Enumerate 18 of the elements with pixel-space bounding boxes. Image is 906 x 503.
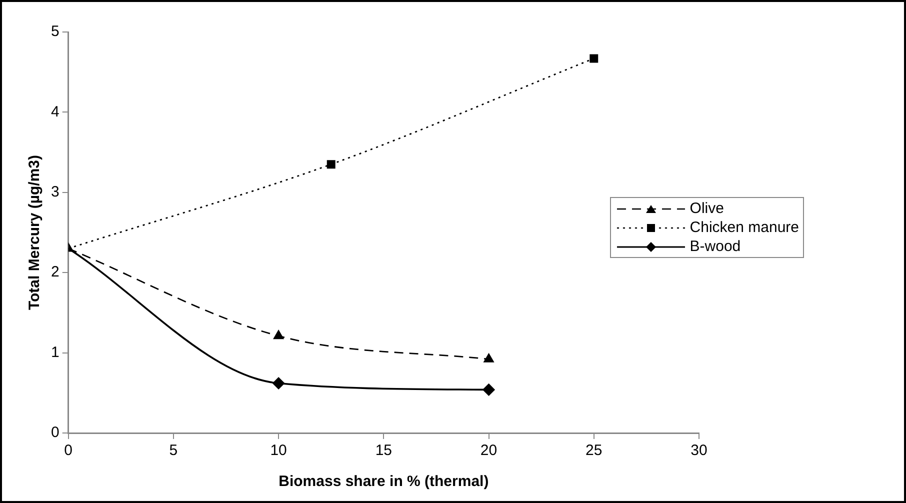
y-tick-label: 4 [51, 103, 60, 120]
x-tick-label: 5 [169, 442, 178, 460]
legend-label: B-wood [690, 238, 741, 256]
x-tick-label: 15 [375, 442, 392, 460]
x-tick-label: 30 [690, 442, 708, 460]
y-axis-title: Total Mercury (µg/m3) [26, 154, 44, 310]
x-tick-label: 0 [64, 442, 73, 460]
x-tick-label: 25 [586, 442, 602, 460]
y-tick-label: 0 [51, 424, 60, 442]
legend-label: Olive [690, 200, 724, 217]
x-tick-label: 10 [270, 442, 287, 460]
legend-label: Chicken manure [690, 219, 799, 236]
y-tick-label: 3 [51, 184, 60, 201]
x-tick-label: 20 [480, 442, 498, 460]
y-tick-label: 2 [51, 264, 60, 281]
y-tick-label: 5 [51, 23, 60, 40]
y-tick-label: 1 [51, 344, 60, 361]
x-axis-title: Biomass share in % (thermal) [278, 473, 489, 490]
